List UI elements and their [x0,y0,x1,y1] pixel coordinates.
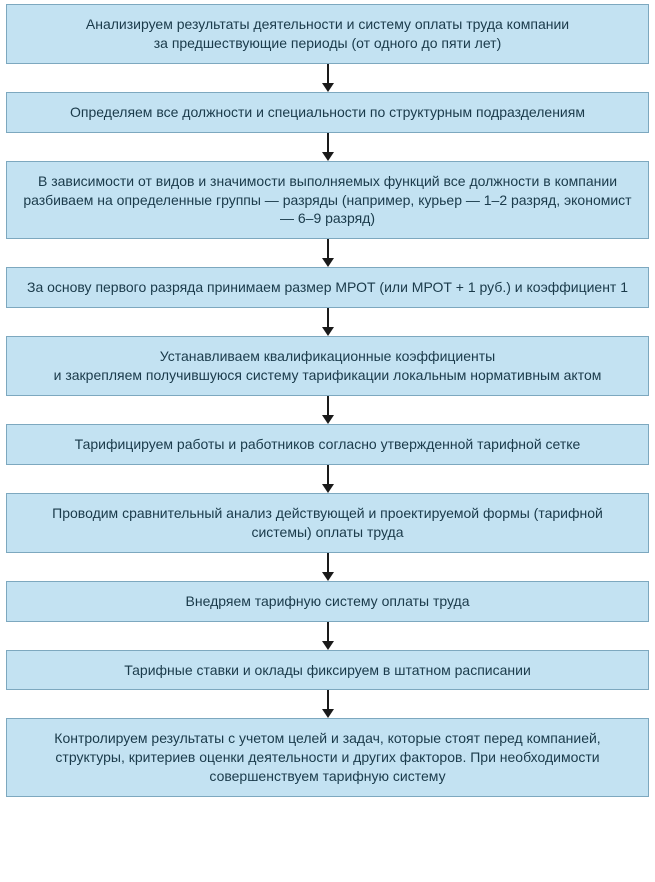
node-label: Проводим сравнительный анализ действующе… [21,504,634,542]
flowchart-node: В зависимости от видов и значимости выпо… [6,161,649,240]
arrow-shaft [327,553,329,573]
node-label: За основу первого разряда принимаем разм… [27,278,628,297]
flowchart-node: За основу первого разряда принимаем разм… [6,267,649,308]
arrow-head-icon [322,484,334,493]
arrow-shaft [327,133,329,153]
arrow-head-icon [322,83,334,92]
node-label: В зависимости от видов и значимости выпо… [21,172,634,229]
arrow-head-icon [322,258,334,267]
arrow-shaft [327,465,329,485]
node-label: Тарифные ставки и оклады фиксируем в шта… [124,661,531,680]
arrow-head-icon [322,327,334,336]
flowchart-node: Внедряем тарифную систему оплаты труда [6,581,649,622]
flowchart-arrow [322,396,334,424]
flowchart-arrow [322,465,334,493]
node-label: Определяем все должности и специальности… [70,103,585,122]
flowchart-node: Определяем все должности и специальности… [6,92,649,133]
arrow-head-icon [322,415,334,424]
arrow-head-icon [322,641,334,650]
flowchart-container: Анализируем результаты деятельности и си… [0,0,655,801]
flowchart-node: Тарифные ставки и оклады фиксируем в шта… [6,650,649,691]
arrow-shaft [327,239,329,259]
flowchart-node: Проводим сравнительный анализ действующе… [6,493,649,553]
flowchart-arrow [322,239,334,267]
flowchart-arrow [322,690,334,718]
node-label: Анализируем результаты деятельности и си… [86,15,569,53]
flowchart-node: Анализируем результаты деятельности и си… [6,4,649,64]
flowchart-arrow [322,308,334,336]
flowchart-arrow [322,133,334,161]
flowchart-arrow [322,64,334,92]
flowchart-node: Устанавливаем квалификационные коэффицие… [6,336,649,396]
arrow-head-icon [322,709,334,718]
flowchart-arrow [322,553,334,581]
arrow-shaft [327,64,329,84]
flowchart-node: Контролируем результаты с учетом целей и… [6,718,649,797]
arrow-head-icon [322,572,334,581]
node-label: Тарифицируем работы и работников согласн… [75,435,581,454]
arrow-head-icon [322,152,334,161]
arrow-shaft [327,308,329,328]
flowchart-arrow [322,622,334,650]
arrow-shaft [327,396,329,416]
flowchart-node: Тарифицируем работы и работников согласн… [6,424,649,465]
arrow-shaft [327,622,329,642]
node-label: Устанавливаем квалификационные коэффицие… [54,347,602,385]
node-label: Контролируем результаты с учетом целей и… [21,729,634,786]
node-label: Внедряем тарифную систему оплаты труда [186,592,470,611]
arrow-shaft [327,690,329,710]
